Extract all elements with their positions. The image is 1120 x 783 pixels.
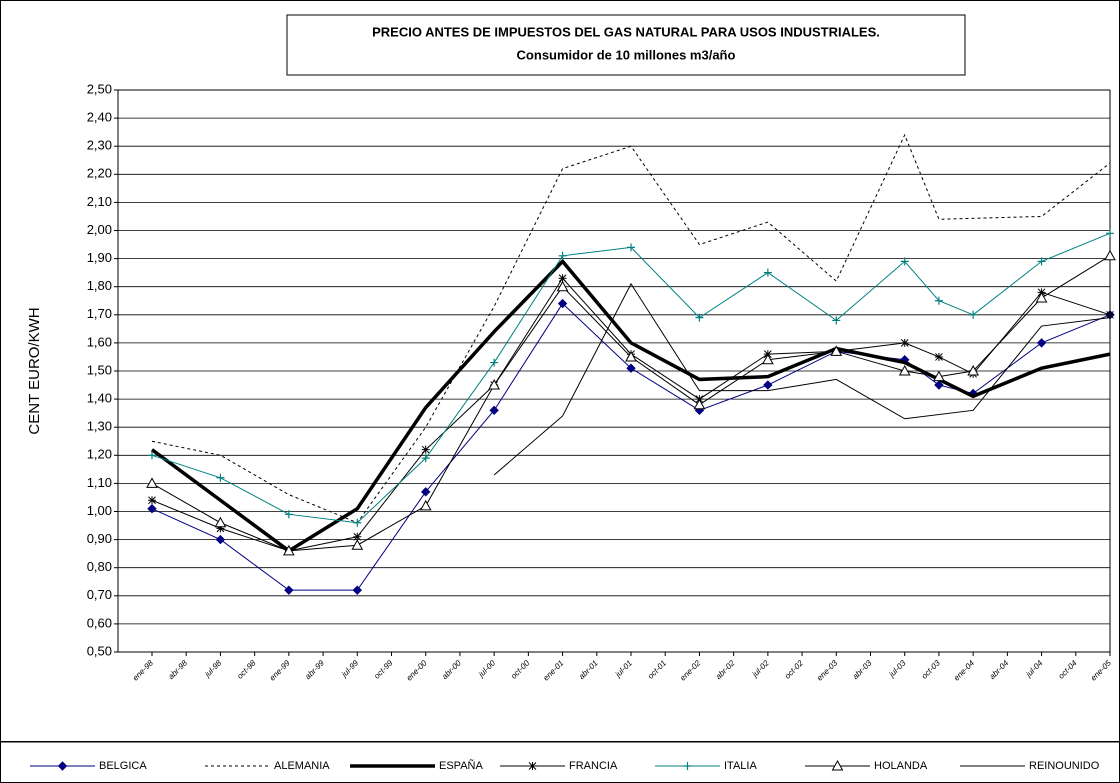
marker (1035, 291, 1048, 303)
legend-marker (57, 761, 68, 771)
marker (284, 510, 293, 519)
y-tick-label: 2,50 (87, 81, 112, 96)
marker (832, 316, 841, 325)
marker (695, 313, 704, 322)
legend-marker (528, 762, 537, 770)
legend-label: FRANCIA (569, 760, 618, 772)
marker (419, 499, 432, 511)
marker (762, 353, 774, 365)
marker (1036, 338, 1047, 348)
marker (969, 310, 978, 319)
marker (934, 352, 943, 361)
title-box (286, 14, 966, 76)
marker (900, 338, 909, 347)
y-tick-label: 1,30 (87, 419, 112, 434)
y-tick-label: 1,90 (87, 250, 112, 265)
series-line (150, 258, 1111, 553)
marker (1106, 310, 1114, 319)
marker (763, 380, 773, 390)
marker (284, 585, 294, 595)
marker (627, 243, 635, 252)
marker (933, 370, 945, 382)
series-line (151, 255, 1111, 552)
marker (934, 380, 944, 390)
marker (421, 487, 431, 497)
series-line (151, 133, 1111, 524)
y-tick-label: 2,30 (87, 138, 112, 153)
marker (351, 539, 364, 550)
marker (967, 364, 979, 376)
legend-box (0, 741, 1120, 783)
marker (489, 405, 499, 416)
series-line (151, 232, 1111, 524)
y-tick-label: 1,10 (87, 475, 112, 490)
y-tick-label: 0,50 (87, 643, 112, 658)
y-tick-label: 1,80 (87, 278, 112, 293)
y-tick-label: 0,60 (87, 615, 112, 630)
y-tick-label: 2,10 (87, 194, 112, 209)
legend-label: BELGICA (99, 760, 147, 772)
marker (1104, 249, 1116, 261)
legend-label: HOLANDA (874, 760, 928, 772)
marker (693, 398, 706, 410)
marker (216, 524, 225, 533)
marker (421, 445, 430, 454)
marker (148, 496, 156, 505)
y-tick-label: 2,40 (87, 110, 112, 125)
legend-label: ITALIA (724, 760, 757, 772)
marker (830, 345, 843, 356)
legend-marker (683, 762, 692, 770)
marker (216, 473, 225, 482)
marker (900, 257, 909, 266)
y-tick-label: 1,50 (87, 362, 112, 377)
marker (626, 363, 636, 373)
y-tick-label: 2,00 (87, 222, 112, 237)
marker (215, 534, 226, 545)
marker (353, 532, 362, 541)
marker (146, 477, 158, 488)
y-tick-label: 0,80 (87, 559, 112, 574)
marker (421, 454, 430, 463)
marker (488, 379, 500, 390)
series-line (151, 277, 1111, 552)
legend-marker (831, 759, 844, 771)
marker (898, 364, 911, 376)
y-tick-label: 1,70 (87, 306, 112, 321)
y-tick-label: 1,40 (87, 391, 112, 406)
marker (147, 503, 157, 514)
marker (625, 350, 637, 362)
marker (283, 544, 295, 556)
marker (353, 518, 362, 527)
marker (558, 251, 567, 260)
chart-title: PRECIO ANTES DE IMPUESTOS DEL GAS NATURA… (372, 24, 880, 39)
y-tick-label: 1,20 (87, 447, 112, 462)
marker (556, 280, 569, 292)
y-tick-label: 0,70 (87, 587, 112, 602)
marker (214, 516, 227, 528)
y-tick-label: 2,20 (87, 166, 112, 181)
y-tick-label: 0,90 (87, 531, 112, 546)
marker (763, 268, 772, 277)
y-tick-label: 1,00 (87, 503, 112, 518)
marker (352, 585, 362, 595)
marker (1037, 257, 1046, 266)
legend-label: ALEMANIA (274, 760, 330, 772)
marker (557, 298, 568, 309)
marker (558, 274, 567, 283)
y-tick-label: 1,60 (87, 334, 112, 349)
chart-subtitle: Consumidor de 10 millones m3/año (517, 47, 736, 62)
legend-label: REINOUNIDO (1029, 760, 1100, 772)
legend-label: ESPAÑA (439, 759, 483, 772)
marker (148, 451, 156, 460)
marker (934, 296, 943, 305)
marker (490, 358, 499, 367)
marker (1106, 229, 1114, 238)
y-axis-label: CENT EURO/KWH (26, 307, 43, 434)
series-line (493, 282, 1111, 476)
